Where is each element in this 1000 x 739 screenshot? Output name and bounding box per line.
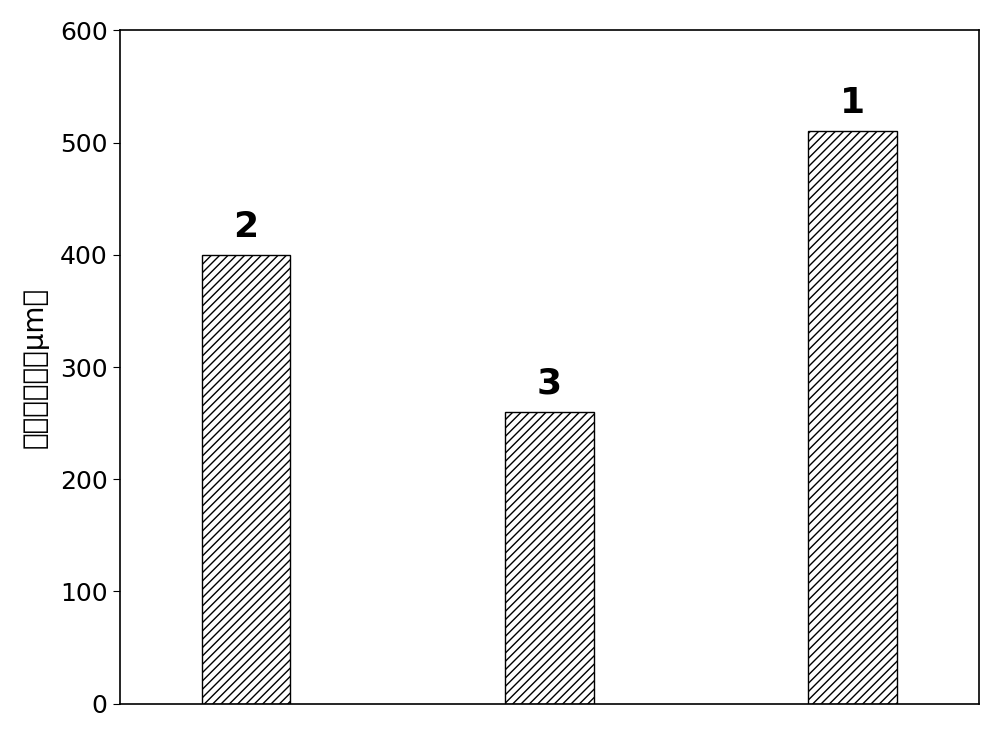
Bar (505, 412, 594, 704)
Y-axis label: 改性层厚度（μm）: 改性层厚度（μm） (21, 287, 49, 448)
Bar (202, 255, 290, 704)
Text: 3: 3 (537, 367, 562, 401)
Text: 1: 1 (840, 86, 865, 120)
Bar (808, 132, 897, 704)
Text: 2: 2 (233, 210, 258, 244)
